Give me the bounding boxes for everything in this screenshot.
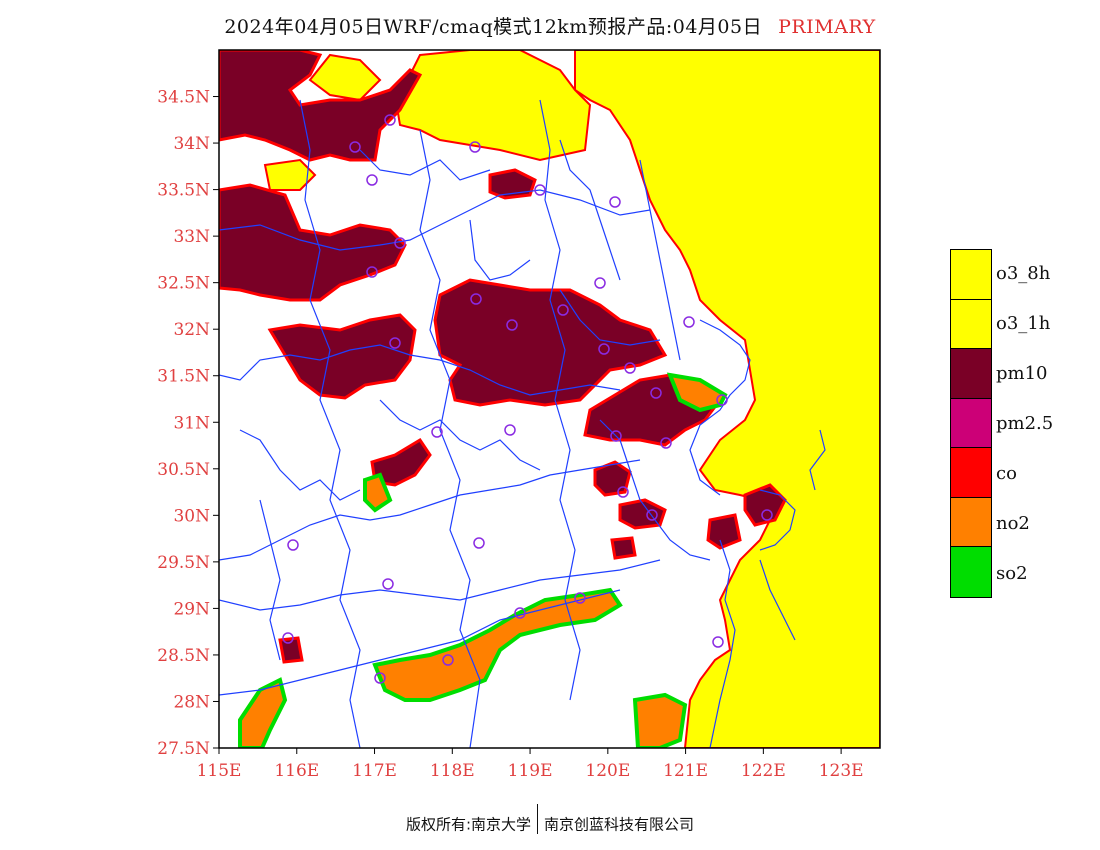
legend-label: pm2.5 xyxy=(996,413,1054,434)
legend-labels: o3_8h o3_1h pm10 pm2.5 co no2 so2 xyxy=(996,249,1053,599)
lat-label: 31.5N xyxy=(157,367,210,387)
legend-label: no2 xyxy=(996,513,1030,534)
lat-label: 30.5N xyxy=(157,460,210,480)
region-pm10-northwest xyxy=(219,50,423,162)
legend-swatch-co xyxy=(951,448,991,498)
legend-swatch-no2 xyxy=(951,497,991,547)
lon-label: 120E xyxy=(585,761,630,781)
footer-right: 南京创蓝科技有限公司 xyxy=(544,815,695,834)
region-pm10-small-2 xyxy=(618,498,667,530)
lat-label: 27.5N xyxy=(157,739,210,759)
region-pm10-small-6 xyxy=(278,636,304,664)
legend-swatches xyxy=(950,249,992,598)
region-no2-southeast xyxy=(632,692,688,748)
lat-label: 32N xyxy=(173,320,210,340)
region-pm10-small-4 xyxy=(743,483,787,527)
region-no2-southwest xyxy=(238,677,288,748)
lat-label: 29N xyxy=(173,599,210,619)
lon-label: 115E xyxy=(197,761,242,781)
lat-label: 34.5N xyxy=(157,88,210,108)
lon-label: 116E xyxy=(274,761,319,781)
region-no2-anhui xyxy=(363,472,393,513)
region-pm10-jiangsu-north xyxy=(488,168,537,200)
region-o3-west xyxy=(263,158,317,191)
plot-frame xyxy=(218,49,881,749)
lon-label: 118E xyxy=(430,761,475,781)
legend-swatch-o3-8h xyxy=(951,250,991,300)
legend-label: so2 xyxy=(996,563,1028,584)
legend-label: pm10 xyxy=(996,363,1048,384)
lon-label: 122E xyxy=(741,761,786,781)
lat-label: 28.5N xyxy=(157,646,210,666)
admin-boundaries xyxy=(219,99,826,748)
legend-swatch-o3-1h xyxy=(951,299,991,349)
legend-swatch-pm2-5 xyxy=(951,398,991,448)
station-markers xyxy=(282,114,773,684)
lat-label: 32.5N xyxy=(157,274,210,294)
lat-label: 31N xyxy=(173,413,210,433)
footer-left: 版权所有:南京大学 xyxy=(405,815,532,834)
legend-swatch-pm10 xyxy=(951,349,991,399)
lat-label: 30N xyxy=(173,506,210,526)
legend-label: o3_8h xyxy=(996,263,1051,284)
lat-label: 29.5N xyxy=(157,553,210,573)
lon-label: 121E xyxy=(663,761,708,781)
footer: 版权所有:南京大学 南京创蓝科技有限公司 xyxy=(0,804,1100,840)
lon-label: 123E xyxy=(819,761,864,781)
lon-label: 119E xyxy=(508,761,553,781)
lat-label: 33.5N xyxy=(157,181,210,201)
map-field xyxy=(219,50,880,748)
legend-label: co xyxy=(996,463,1017,484)
legend-swatch-so2 xyxy=(951,547,991,597)
footer-separator xyxy=(537,804,539,834)
map-title: 2024年04月05日WRF/cmaq模式12km预报产品:04月05日 PRIM… xyxy=(0,12,1100,39)
region-pm10-small-5 xyxy=(610,536,637,560)
axis-ticks: 27.5N 28N 28.5N 29N 29.5N 30N 30.5N 31N 31.5N 32N… xyxy=(157,88,863,781)
title-tag: PRIMARY xyxy=(778,16,876,38)
title-main: 2024年04月05日WRF/cmaq模式12km预报产品:04月05日 xyxy=(224,16,763,38)
lat-label: 33N xyxy=(173,227,210,247)
lat-label: 28N xyxy=(173,692,210,712)
lat-label: 34N xyxy=(173,134,210,154)
region-pm10-small-7 xyxy=(706,513,742,550)
lon-label: 117E xyxy=(352,761,397,781)
region-pm10-anhui xyxy=(267,313,417,400)
region-pm10-central xyxy=(433,278,668,407)
legend-label: o3_1h xyxy=(996,313,1051,334)
